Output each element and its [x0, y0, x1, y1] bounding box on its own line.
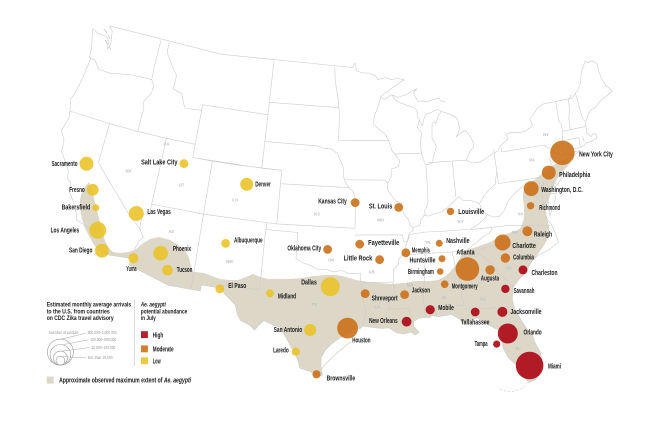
svg-text:NC: NC: [512, 230, 518, 235]
svg-text:AZ: AZ: [168, 229, 174, 234]
svg-text:KY: KY: [458, 219, 464, 224]
svg-text:Savannah: Savannah: [514, 288, 535, 295]
svg-text:TX: TX: [311, 302, 317, 307]
svg-text:GA: GA: [480, 297, 486, 302]
svg-text:Ae. aegypti: Ae. aegypti: [140, 302, 166, 309]
svg-text:potential abundance: potential abundance: [141, 308, 188, 315]
svg-text:SC: SC: [506, 266, 512, 271]
svg-text:Birmingham: Birmingham: [408, 269, 434, 276]
svg-text:Washington, D.C.: Washington, D.C.: [541, 187, 583, 194]
svg-text:100,000–500,000: 100,000–500,000: [90, 337, 116, 342]
svg-text:AR: AR: [369, 270, 375, 275]
svg-text:AL: AL: [441, 295, 447, 300]
svg-text:MS: MS: [407, 282, 413, 287]
svg-text:Dallas: Dallas: [301, 280, 317, 287]
svg-text:Miami: Miami: [548, 363, 561, 370]
svg-text:Low: Low: [153, 358, 161, 365]
svg-text:OK: OK: [328, 257, 334, 262]
svg-text:Orlando: Orlando: [524, 330, 542, 337]
svg-text:TN: TN: [425, 240, 431, 245]
svg-text:FL: FL: [515, 346, 521, 351]
svg-text:Bakersfield: Bakersfield: [62, 205, 91, 212]
svg-text:10,000–100,000: 10,000–100,000: [91, 345, 115, 350]
svg-text:Moderate: Moderate: [153, 347, 174, 354]
svg-text:Augusta: Augusta: [481, 275, 499, 282]
svg-text:San Diego: San Diego: [69, 248, 92, 255]
svg-text:Kansas City: Kansas City: [318, 199, 347, 206]
svg-text:KS: KS: [314, 211, 320, 216]
svg-text:Estimated monthly average arri: Estimated monthly average arrivals: [47, 302, 132, 309]
svg-text:UT: UT: [179, 183, 185, 188]
svg-text:Nashville: Nashville: [446, 238, 469, 245]
svg-text:Jackson: Jackson: [412, 287, 430, 294]
svg-text:St. Louis: St. Louis: [369, 203, 392, 210]
svg-text:LA: LA: [375, 304, 381, 309]
svg-text:in July: in July: [141, 315, 156, 322]
svg-text:Raleigh: Raleigh: [534, 232, 552, 239]
svg-text:Tampa: Tampa: [475, 341, 488, 348]
svg-text:Laredo: Laredo: [273, 348, 289, 355]
svg-text:Philadelphia: Philadelphia: [559, 172, 590, 179]
svg-text:Huntsville: Huntsville: [410, 258, 436, 265]
svg-text:Richmond: Richmond: [539, 205, 560, 212]
svg-text:High: High: [153, 332, 163, 339]
svg-text:Fresno: Fresno: [69, 187, 85, 194]
svg-text:Fayetteville: Fayetteville: [368, 240, 399, 247]
svg-text:Charleston: Charleston: [532, 270, 558, 277]
svg-text:New Orleans: New Orleans: [369, 318, 398, 325]
svg-text:Houston: Houston: [352, 337, 370, 344]
svg-text:Las Vegas: Las Vegas: [147, 209, 170, 216]
svg-text:Jacksonville: Jacksonville: [510, 309, 541, 316]
svg-text:less than 10,000: less than 10,000: [88, 355, 113, 360]
svg-text:Atlanta: Atlanta: [456, 250, 474, 257]
svg-text:Shreveport: Shreveport: [372, 296, 398, 303]
svg-text:Salt Lake City: Salt Lake City: [141, 160, 177, 167]
svg-text:PA: PA: [529, 158, 535, 163]
svg-text:Tallahassee: Tallahassee: [461, 320, 490, 327]
svg-text:Montgomery: Montgomery: [452, 284, 478, 291]
svg-text:VA: VA: [518, 211, 524, 216]
svg-text:Columbia: Columbia: [513, 255, 534, 262]
svg-text:to the U.S. from countries: to the U.S. from countries: [47, 308, 110, 315]
svg-text:Charlotte: Charlotte: [512, 243, 535, 250]
svg-text:MO: MO: [377, 217, 384, 222]
svg-text:Approximate observed maximum e: Approximate observed maximum extent of A…: [59, 378, 192, 385]
svg-text:Yuma: Yuma: [126, 266, 136, 273]
svg-text:Tucson: Tucson: [177, 267, 193, 274]
svg-text:Mobile: Mobile: [438, 305, 454, 312]
svg-text:Albuquerque: Albuquerque: [234, 237, 263, 244]
svg-text:Little Rock: Little Rock: [344, 256, 373, 263]
svg-text:Memphis: Memphis: [412, 247, 430, 254]
svg-text:Denver: Denver: [255, 181, 271, 188]
svg-text:Sacramento: Sacramento: [52, 161, 78, 168]
svg-text:Midland: Midland: [278, 293, 296, 300]
svg-text:NV: NV: [126, 169, 132, 174]
svg-text:on CDC Zika travel advisory: on CDC Zika travel advisory: [47, 315, 114, 322]
svg-text:CO: CO: [232, 198, 239, 203]
svg-text:New York City: New York City: [579, 151, 613, 158]
svg-text:Number of people: Number of people: [49, 330, 79, 335]
svg-text:Los Angeles: Los Angeles: [51, 227, 80, 234]
svg-text:San Antonio: San Antonio: [274, 327, 303, 334]
svg-text:Oklahoma City: Oklahoma City: [287, 245, 321, 252]
svg-text:NY: NY: [543, 132, 549, 137]
svg-text:CA: CA: [163, 142, 169, 147]
svg-text:500,000–1,000,000: 500,000–1,000,000: [88, 330, 117, 335]
svg-text:Louisville: Louisville: [458, 209, 484, 216]
svg-text:Brownsville: Brownsville: [327, 375, 356, 382]
svg-text:Phoenix: Phoenix: [173, 246, 191, 253]
svg-text:NM: NM: [226, 259, 233, 264]
svg-text:El Paso: El Paso: [228, 283, 246, 290]
